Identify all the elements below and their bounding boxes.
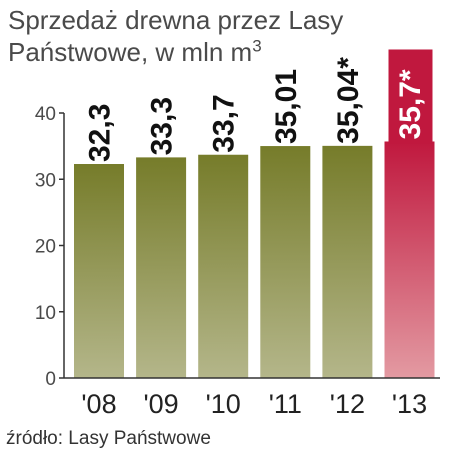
value-label: 33,3 — [146, 97, 179, 155]
x-tick-label: '08 — [81, 389, 116, 419]
chart-title-line2: Państwowe, w mln m3 — [8, 36, 448, 68]
value-label-highlight-bg — [388, 49, 433, 144]
y-tick-label: 20 — [35, 237, 56, 258]
chart-title: Sprzedaż drewna przez Lasy Państwowe, w … — [8, 4, 448, 68]
value-label-group: 33,7 — [208, 94, 241, 152]
value-label-group: 33,3 — [146, 97, 179, 155]
x-tick-label: '09 — [144, 389, 179, 419]
value-label: 32,3 — [84, 104, 117, 162]
value-label: 35,04* — [332, 57, 365, 144]
x-tick-label: '12 — [330, 389, 365, 419]
value-label-group: 32,3 — [84, 104, 117, 162]
x-axis: '08 '09 '10 '11 '12 '13 — [64, 377, 440, 419]
value-label-group: 35,04* — [332, 57, 365, 144]
bar — [74, 164, 124, 378]
value-label: 35,7* — [394, 69, 427, 139]
y-tick-label: 30 — [35, 170, 56, 191]
x-tick-label: '10 — [206, 389, 241, 419]
y-tick-label: 40 — [35, 104, 56, 125]
bar — [136, 157, 187, 378]
unit-exponent: 3 — [252, 36, 262, 56]
bars — [74, 141, 435, 378]
y-tick-label: 10 — [35, 303, 56, 324]
bar — [322, 145, 373, 378]
value-label: 35,01 — [270, 69, 303, 144]
source-note: źródło: Lasy Państwowe — [6, 428, 211, 449]
y-axis: 0 10 20 30 40 — [35, 104, 65, 390]
chart-title-line2-text: Państwowe, w mln m — [8, 37, 253, 67]
value-label: 33,7 — [208, 94, 241, 152]
x-tick-label: '11 — [269, 389, 302, 419]
x-tick-label: '13 — [392, 389, 427, 419]
value-labels: 32,3 33,3 33,7 35,01 35,04* 35,7* — [84, 49, 433, 162]
bar-highlight — [384, 141, 435, 378]
y-tick-label: 0 — [45, 369, 56, 390]
bar — [260, 146, 311, 378]
value-label-group: 35,7* — [388, 49, 433, 144]
chart-title-line1: Sprzedaż drewna przez Lasy — [8, 5, 344, 35]
bar — [198, 154, 249, 378]
value-label-group: 35,01 — [270, 69, 303, 144]
